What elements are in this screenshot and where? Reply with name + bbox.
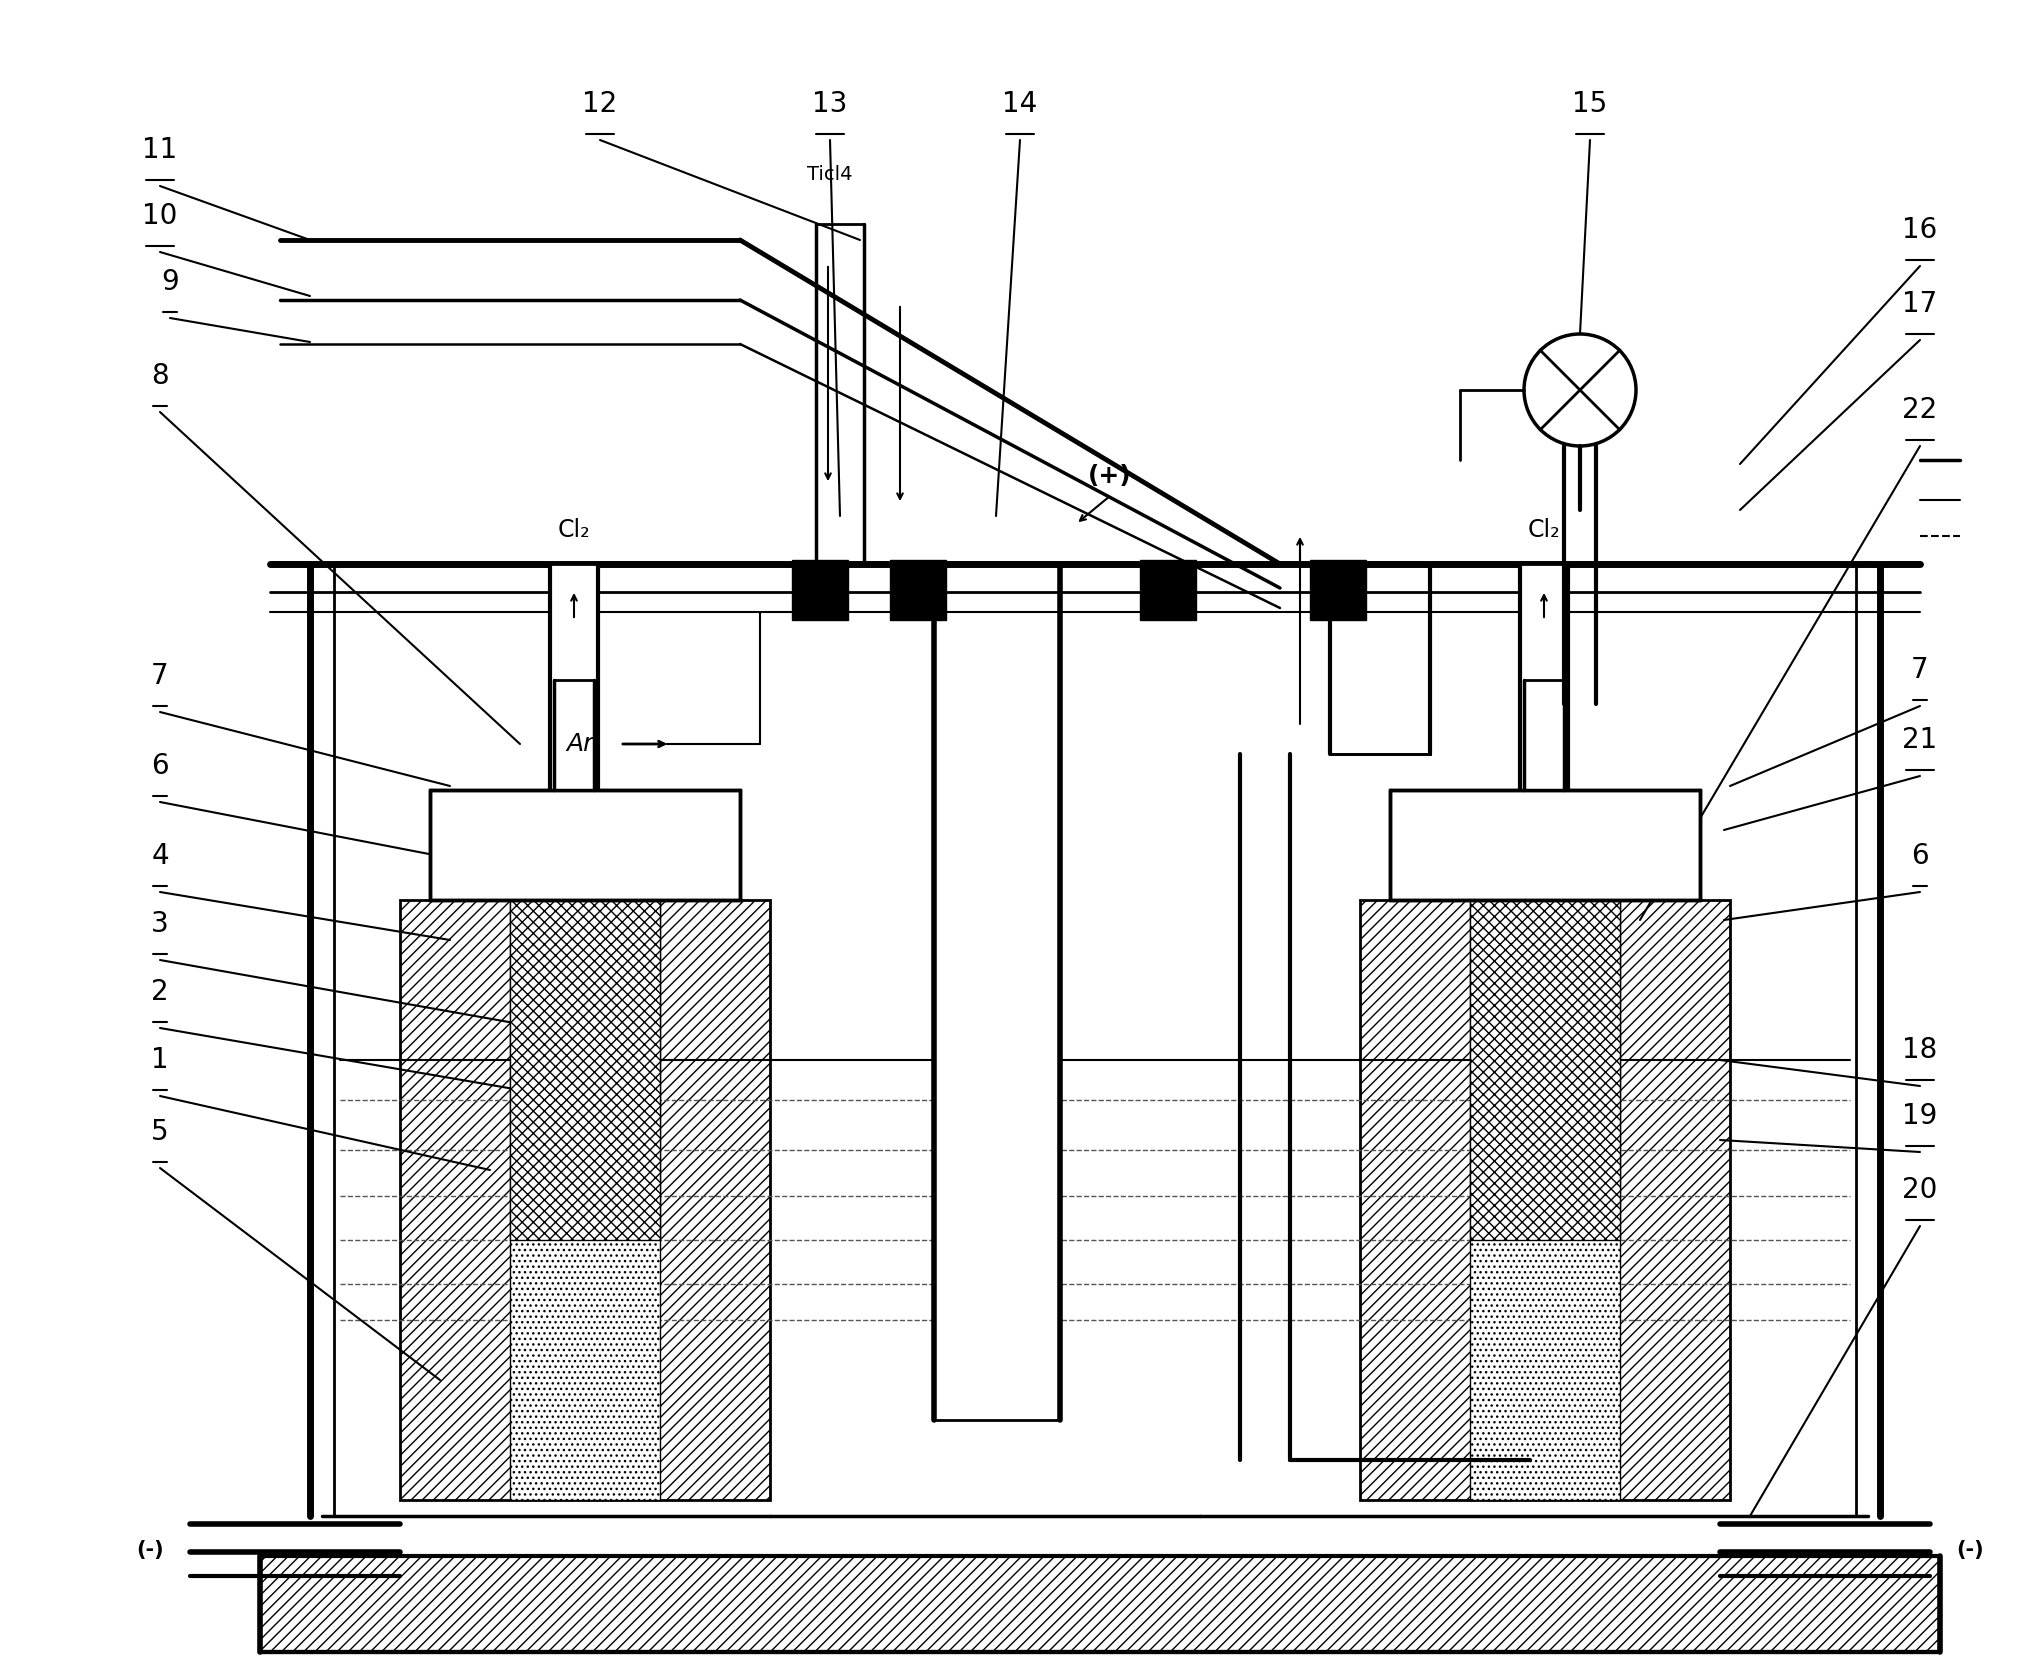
Text: 2: 2: [152, 979, 168, 1006]
Text: 16: 16: [1902, 216, 1937, 245]
Text: 19: 19: [1902, 1103, 1937, 1130]
Text: (-): (-): [136, 1540, 164, 1560]
Bar: [1141, 560, 1195, 620]
Bar: [511, 900, 660, 1240]
Text: 14: 14: [1003, 91, 1037, 117]
Bar: [430, 789, 739, 900]
Text: 18: 18: [1902, 1036, 1937, 1064]
Text: 13: 13: [812, 91, 847, 117]
Text: 3: 3: [152, 910, 168, 939]
Text: Ar: Ar: [567, 732, 594, 756]
Text: 6: 6: [152, 753, 168, 779]
Text: 11: 11: [142, 136, 178, 164]
Text: 9: 9: [162, 268, 178, 297]
Text: 10: 10: [142, 203, 178, 230]
Bar: [934, 565, 1060, 1420]
Bar: [792, 560, 849, 620]
Text: (-): (-): [1955, 1540, 1983, 1560]
Text: 6: 6: [1911, 841, 1929, 870]
Text: 7: 7: [152, 662, 168, 691]
Text: 4: 4: [152, 841, 168, 870]
Text: 12: 12: [581, 91, 618, 117]
Text: 1: 1: [152, 1046, 168, 1074]
Text: Cl₂: Cl₂: [1528, 518, 1560, 541]
Bar: [399, 900, 770, 1500]
Text: 15: 15: [1572, 91, 1607, 117]
Text: 8: 8: [152, 362, 168, 391]
Text: 7: 7: [1911, 655, 1929, 684]
Text: (+): (+): [1088, 464, 1133, 488]
Bar: [549, 565, 598, 789]
Bar: [1359, 900, 1730, 1500]
Text: 17: 17: [1902, 290, 1937, 318]
Bar: [1471, 900, 1621, 1240]
Bar: [1520, 565, 1568, 789]
Text: Cl₂: Cl₂: [557, 518, 590, 541]
Text: 21: 21: [1902, 726, 1937, 754]
Bar: [889, 560, 946, 620]
Bar: [259, 1555, 1941, 1653]
Text: 20: 20: [1902, 1177, 1937, 1203]
Bar: [1329, 565, 1430, 754]
Bar: [1390, 789, 1700, 900]
Text: 5: 5: [152, 1118, 168, 1146]
Text: Ticl4: Ticl4: [806, 164, 853, 183]
Text: 22: 22: [1902, 396, 1937, 424]
Bar: [1471, 900, 1621, 1500]
Bar: [1311, 560, 1366, 620]
Bar: [511, 900, 660, 1500]
